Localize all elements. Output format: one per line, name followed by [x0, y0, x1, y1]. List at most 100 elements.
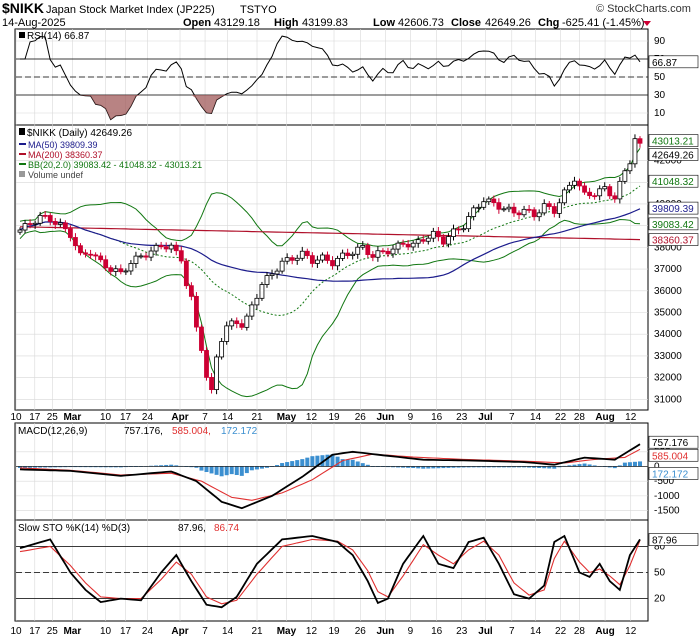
x-tick-label-bottom: 14 [530, 626, 542, 637]
tag-ma50: 39809.39 [652, 204, 694, 215]
x-tick-label-bottom: Aug [595, 626, 614, 637]
candle-body [148, 250, 154, 258]
candle-body [481, 201, 487, 208]
candle-body [138, 255, 144, 258]
candle-body [78, 245, 83, 254]
x-tick-label-bottom: 24 [142, 626, 154, 637]
axes-labels: 10 17 25 Mar 10 17 24 Apr 7 14 21 May 12 19 26 Jun 9 16 23… [10, 36, 699, 637]
macd-histogram-bar [149, 465, 154, 467]
candle-body [501, 208, 507, 211]
macd-histogram-bar [78, 466, 83, 468]
tag-bb-lower-box [648, 217, 699, 231]
sto-k-line [19, 534, 641, 609]
x-tick-label-mid: Aug [595, 412, 614, 423]
candle-body [214, 356, 219, 391]
candle-body [188, 285, 194, 297]
macd-histogram-bar [315, 455, 320, 467]
candle-body [158, 245, 164, 248]
x-tick-label-mid: 19 [328, 412, 340, 423]
x-tick-label-bottom: 17 [29, 626, 41, 637]
macd-histogram-bar [88, 466, 93, 468]
candle-body [456, 228, 461, 231]
tag-last-close-box [648, 148, 699, 161]
macd-legend: MACD(12,26,9) 757.176, 585.004, 172.172 [18, 426, 258, 437]
sto-y-tick: 20 [654, 594, 666, 605]
macd-histogram-bar [446, 466, 451, 468]
x-tick-label-bottom: Mar [63, 626, 81, 637]
macd-histogram-bar [164, 464, 169, 467]
candle-body [194, 295, 199, 328]
candle-body [279, 260, 285, 272]
rsi-y-tick: 30 [654, 90, 666, 101]
candle-body [309, 255, 315, 264]
macd-histogram-bar [577, 464, 582, 467]
macd-histogram-bar [627, 462, 632, 467]
candle-body [178, 250, 184, 262]
quote-open-label: Open [183, 17, 211, 29]
price-y-tick: 34000 [654, 329, 682, 340]
quote-date: 14-Aug-2025 [2, 17, 66, 29]
candle-body [592, 195, 598, 198]
price-panel [17, 134, 643, 398]
candle-body [27, 223, 33, 225]
rsi-y-tick: 50 [654, 72, 666, 83]
macd-histogram-bar [431, 466, 436, 469]
candle-body [531, 209, 537, 218]
tag-macd: 757.176 [652, 438, 689, 449]
candle-body [526, 208, 532, 211]
candle-body [325, 254, 330, 261]
candle-body [375, 250, 381, 258]
candle-body [572, 180, 577, 186]
bb-upper-line [19, 148, 641, 247]
x-tick-label-bottom: 12 [625, 626, 637, 637]
macd-histogram-bar [567, 465, 572, 467]
candle-body [113, 268, 119, 272]
price-panel-frame [14, 124, 649, 411]
macd-histogram-bar [325, 454, 330, 467]
macd-histogram-bar [204, 466, 209, 473]
candle-body [577, 180, 582, 187]
macd-histogram-bar [305, 457, 310, 467]
candle-body [204, 350, 209, 378]
candle-body [73, 237, 78, 247]
macd-histogram-bar [451, 466, 456, 468]
sto-legend: Slow STO %K(14) %D(3) 87.96, 86.74 [18, 523, 239, 534]
macd-histogram-bar [501, 466, 506, 468]
candle-body [425, 237, 431, 242]
quote-low-label: Low [373, 17, 395, 29]
quote-high-label: High [274, 17, 299, 29]
rsi-panel [16, 35, 648, 121]
candle-body [128, 263, 134, 272]
price-y-tick: 32000 [654, 373, 682, 384]
candle-body [602, 186, 608, 190]
x-tick-label-bottom: 21 [251, 626, 263, 637]
symbol: $NIKK [2, 0, 44, 16]
candle-body [365, 245, 371, 255]
macd-histogram-bar [491, 466, 496, 468]
x-tick-label-bottom: May [277, 626, 297, 637]
x-tick-label-mid: 9 [408, 412, 414, 423]
macd-histogram-bar [224, 466, 229, 476]
macd-histogram-bar [295, 460, 300, 467]
macd-histogram-bar [103, 466, 108, 468]
macd-histogram-bar [83, 466, 88, 468]
macd-histogram-bar [411, 466, 416, 469]
macd-histogram-bar [391, 466, 396, 468]
sto-panel [16, 534, 648, 609]
candle-body [612, 195, 618, 200]
macd-histogram-bar [285, 462, 290, 467]
candle-body [93, 254, 99, 257]
candle-body [541, 203, 547, 214]
candle-body [133, 255, 139, 264]
candle-body [380, 250, 386, 253]
macd-histogram-bar [244, 466, 249, 474]
x-tick-label-mid: 7 [509, 412, 515, 423]
tag-ma50-box [648, 201, 699, 215]
sto-y-tick: 80 [654, 541, 666, 552]
tag-rsi: 66.87 [652, 58, 677, 69]
candle-body [556, 202, 562, 214]
macd-histogram-bar [607, 466, 612, 468]
macd-histogram-bar [622, 462, 627, 467]
macd-histogram-bar [572, 464, 577, 467]
